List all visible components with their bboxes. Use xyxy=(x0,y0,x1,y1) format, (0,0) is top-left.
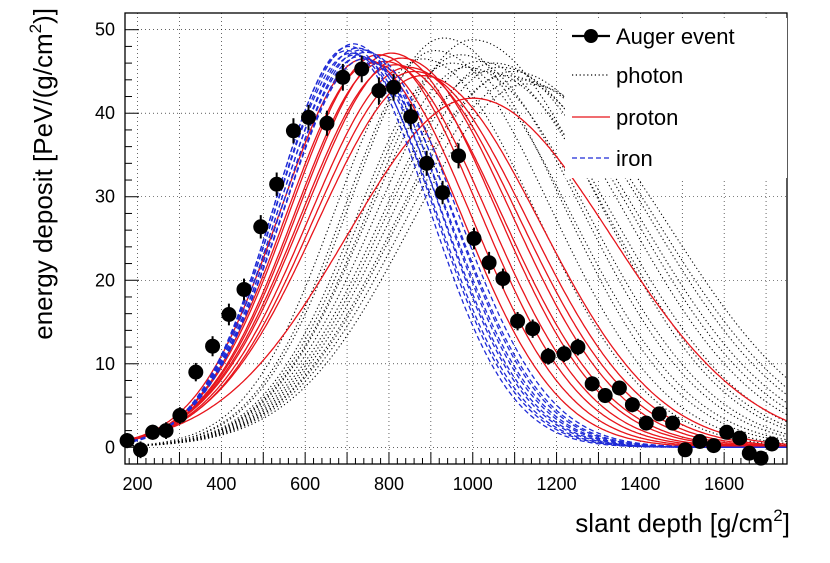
photon-curve xyxy=(124,62,788,447)
auger-data-point xyxy=(221,307,237,323)
auger-data-point xyxy=(301,109,317,125)
axis-ticks xyxy=(125,12,784,465)
x-tick-label: 1600 xyxy=(704,474,744,494)
auger-data-point xyxy=(540,348,556,364)
y-tick-label: 50 xyxy=(95,20,115,40)
auger-data-point xyxy=(435,185,451,201)
auger-data-point xyxy=(145,424,161,440)
y-tick-label: 40 xyxy=(95,103,115,123)
auger-data-point xyxy=(269,176,285,192)
auger-data-point xyxy=(133,442,149,458)
auger-data-point xyxy=(651,406,667,422)
photon-curve xyxy=(124,54,788,447)
auger-data-point xyxy=(692,433,708,449)
auger-data-point xyxy=(732,430,748,446)
y-tick-label: 0 xyxy=(105,437,115,457)
auger-data-point xyxy=(719,424,735,440)
x-tick-label: 600 xyxy=(290,474,320,494)
legend-entry-auger: Auger event xyxy=(572,24,735,49)
y-axis-title: energy deposit [PeV/(g/cm2)] xyxy=(26,8,58,340)
auger-data-point xyxy=(354,61,370,77)
legend-background xyxy=(565,18,787,178)
model-curves xyxy=(124,37,788,448)
auger-data-point xyxy=(253,219,269,235)
y-tick-label: 10 xyxy=(95,354,115,374)
auger-data-point xyxy=(638,415,654,431)
auger-data-point xyxy=(525,321,541,337)
legend-label-photon: photon xyxy=(616,63,683,88)
legend: Auger event photon proton iron xyxy=(565,18,787,178)
photon-curve xyxy=(125,70,788,447)
proton-curve xyxy=(124,74,788,445)
legend-entry-proton: proton xyxy=(572,105,678,130)
x-tick-label: 200 xyxy=(123,474,153,494)
auger-data-point xyxy=(677,442,693,458)
auger-data-point xyxy=(285,123,301,139)
photon-curve xyxy=(124,60,788,447)
auger-data-point xyxy=(481,255,497,271)
auger-data-point xyxy=(119,433,135,449)
auger-data-point xyxy=(386,79,402,95)
auger-data-point xyxy=(419,155,435,171)
auger-data-point xyxy=(556,346,572,362)
legend-marker-auger xyxy=(584,29,598,43)
legend-label-proton: proton xyxy=(616,105,678,130)
x-tick-label: 1000 xyxy=(453,474,493,494)
auger-data-point xyxy=(205,338,221,354)
auger-data-point xyxy=(188,364,204,380)
iron-curve xyxy=(124,51,787,448)
auger-data-point xyxy=(451,148,467,164)
auger-data-point xyxy=(624,397,640,413)
proton-curve xyxy=(124,64,787,448)
legend-label-auger: Auger event xyxy=(616,24,735,49)
auger-data-point xyxy=(570,339,586,355)
photon-curve xyxy=(125,79,788,447)
x-axis-title: slant depth [g/cm2] xyxy=(575,506,790,538)
auger-data-point xyxy=(403,109,419,125)
auger-data-point xyxy=(741,445,757,461)
iron-curve xyxy=(124,43,787,448)
auger-data-point xyxy=(510,313,526,329)
x-tick-label: 1400 xyxy=(620,474,660,494)
iron-curve xyxy=(124,45,787,448)
proton-curve xyxy=(124,57,788,448)
photon-curve xyxy=(124,62,788,447)
x-tick-label: 800 xyxy=(374,474,404,494)
legend-label-iron: iron xyxy=(616,146,653,171)
y-tick-label: 20 xyxy=(95,270,115,290)
legend-entry-photon: photon xyxy=(572,63,683,88)
auger-data-point xyxy=(335,69,351,85)
y-tick-label: 30 xyxy=(95,187,115,207)
tick-labels: 200 400 600 800 1000 1200 1400 1600 0 10 20 30 40 50 xyxy=(95,20,744,494)
auger-data-point xyxy=(597,388,613,404)
auger-data-point xyxy=(236,281,252,297)
auger-event-points xyxy=(119,55,780,466)
auger-data-point xyxy=(172,408,188,424)
auger-data-point xyxy=(466,231,482,246)
proton-curve xyxy=(124,58,787,448)
auger-data-point xyxy=(665,415,681,431)
auger-data-point xyxy=(764,436,780,452)
photon-curve xyxy=(124,39,788,447)
x-tick-label: 400 xyxy=(206,474,236,494)
proton-curve xyxy=(124,97,788,441)
auger-data-point xyxy=(371,83,387,99)
auger-data-point xyxy=(495,271,511,287)
proton-curve xyxy=(124,62,787,448)
x-tick-label: 1200 xyxy=(537,474,577,494)
legend-entry-iron: iron xyxy=(572,146,653,171)
auger-data-point xyxy=(584,376,600,392)
proton-curve xyxy=(124,60,787,448)
auger-data-point xyxy=(158,423,174,439)
auger-data-point xyxy=(611,380,627,396)
auger-data-point xyxy=(319,115,335,131)
auger-data-point xyxy=(706,438,722,454)
